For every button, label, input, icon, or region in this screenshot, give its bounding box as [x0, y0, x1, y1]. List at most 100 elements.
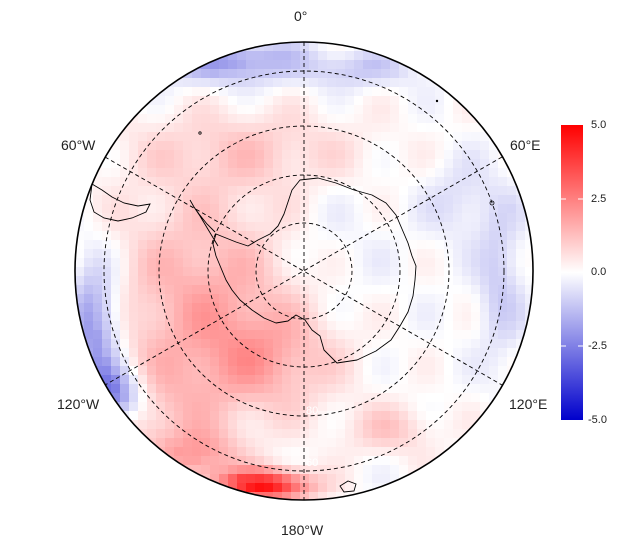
field-cell	[336, 465, 346, 475]
field-cell	[417, 204, 427, 214]
field-cell	[363, 114, 373, 124]
field-cell	[264, 186, 274, 196]
field-cell	[273, 312, 283, 322]
field-cell	[345, 258, 355, 268]
field-cell	[138, 195, 148, 205]
field-cell	[399, 141, 409, 151]
field-cell	[444, 213, 454, 223]
field-cell	[498, 312, 508, 322]
field-cell	[426, 240, 436, 250]
field-cell	[156, 456, 166, 466]
field-cell	[300, 114, 310, 124]
field-cell	[408, 195, 418, 205]
field-cell	[201, 195, 211, 205]
graticule	[103, 42, 505, 500]
field-cell	[282, 69, 292, 79]
field-cell	[480, 186, 490, 196]
field-cell	[399, 213, 409, 223]
field-cell	[399, 285, 409, 295]
field-cell	[228, 240, 238, 250]
field-cell	[318, 69, 328, 79]
field-cell	[201, 339, 211, 349]
field-cell	[399, 429, 409, 439]
field-cell	[111, 321, 121, 331]
field-cell	[426, 96, 436, 106]
field-cell	[354, 312, 364, 322]
field-cell	[399, 51, 409, 61]
field-cell	[426, 231, 436, 241]
field-cell	[444, 294, 454, 304]
field-cell	[174, 132, 184, 142]
field-cell	[111, 186, 121, 196]
field-cell	[444, 186, 454, 196]
field-cell	[462, 231, 472, 241]
field-cell	[390, 375, 400, 385]
field-cell	[417, 159, 427, 169]
field-cell	[174, 384, 184, 394]
field-cell	[84, 195, 94, 205]
field-cell	[417, 456, 427, 466]
field-cell	[219, 159, 229, 169]
field-cell	[75, 231, 85, 241]
field-cell	[336, 321, 346, 331]
field-cell	[120, 330, 130, 340]
field-cell	[390, 429, 400, 439]
field-cell	[201, 123, 211, 133]
field-cell	[183, 474, 193, 484]
field-cell	[444, 249, 454, 259]
field-cell	[498, 393, 508, 403]
field-cell	[246, 483, 256, 493]
field-cell	[93, 294, 103, 304]
field-cell	[327, 456, 337, 466]
field-cell	[228, 348, 238, 358]
field-cell	[399, 438, 409, 448]
field-cell	[282, 195, 292, 205]
field-cell	[372, 366, 382, 376]
field-cell	[453, 123, 463, 133]
field-cell	[237, 456, 247, 466]
field-cell	[453, 393, 463, 403]
field-cell	[84, 294, 94, 304]
field-cell	[201, 438, 211, 448]
field-cell	[336, 447, 346, 457]
field-cell	[246, 159, 256, 169]
field-cell	[417, 78, 427, 88]
field-cell	[201, 348, 211, 358]
field-cell	[399, 231, 409, 241]
field-cell	[201, 402, 211, 412]
field-cell	[129, 168, 139, 178]
field-cell	[291, 312, 301, 322]
field-cell	[516, 249, 526, 259]
field-cell	[237, 384, 247, 394]
field-cell	[399, 204, 409, 214]
field-cell	[345, 105, 355, 115]
field-cell	[183, 150, 193, 160]
field-cell	[525, 267, 533, 277]
field-cell	[291, 420, 301, 430]
field-cell	[471, 276, 481, 286]
field-cell	[228, 420, 238, 430]
field-cell	[372, 402, 382, 412]
field-cell	[471, 186, 481, 196]
field-cell	[462, 141, 472, 151]
field-cell	[354, 375, 364, 385]
field-cell	[300, 267, 310, 277]
field-cell	[435, 303, 445, 313]
field-cell	[408, 465, 418, 475]
field-cell	[165, 357, 175, 367]
field-cell	[282, 249, 292, 259]
field-cell	[246, 366, 256, 376]
field-cell	[309, 231, 319, 241]
field-cell	[255, 150, 265, 160]
field-cell	[471, 267, 481, 277]
field-cell	[255, 258, 265, 268]
field-cell	[363, 132, 373, 142]
field-cell	[237, 366, 247, 376]
field-cell	[300, 159, 310, 169]
field-cell	[318, 60, 328, 70]
field-cell	[318, 42, 328, 52]
field-cell	[390, 114, 400, 124]
field-cell	[354, 177, 364, 187]
field-cell	[363, 249, 373, 259]
field-cell	[111, 384, 121, 394]
